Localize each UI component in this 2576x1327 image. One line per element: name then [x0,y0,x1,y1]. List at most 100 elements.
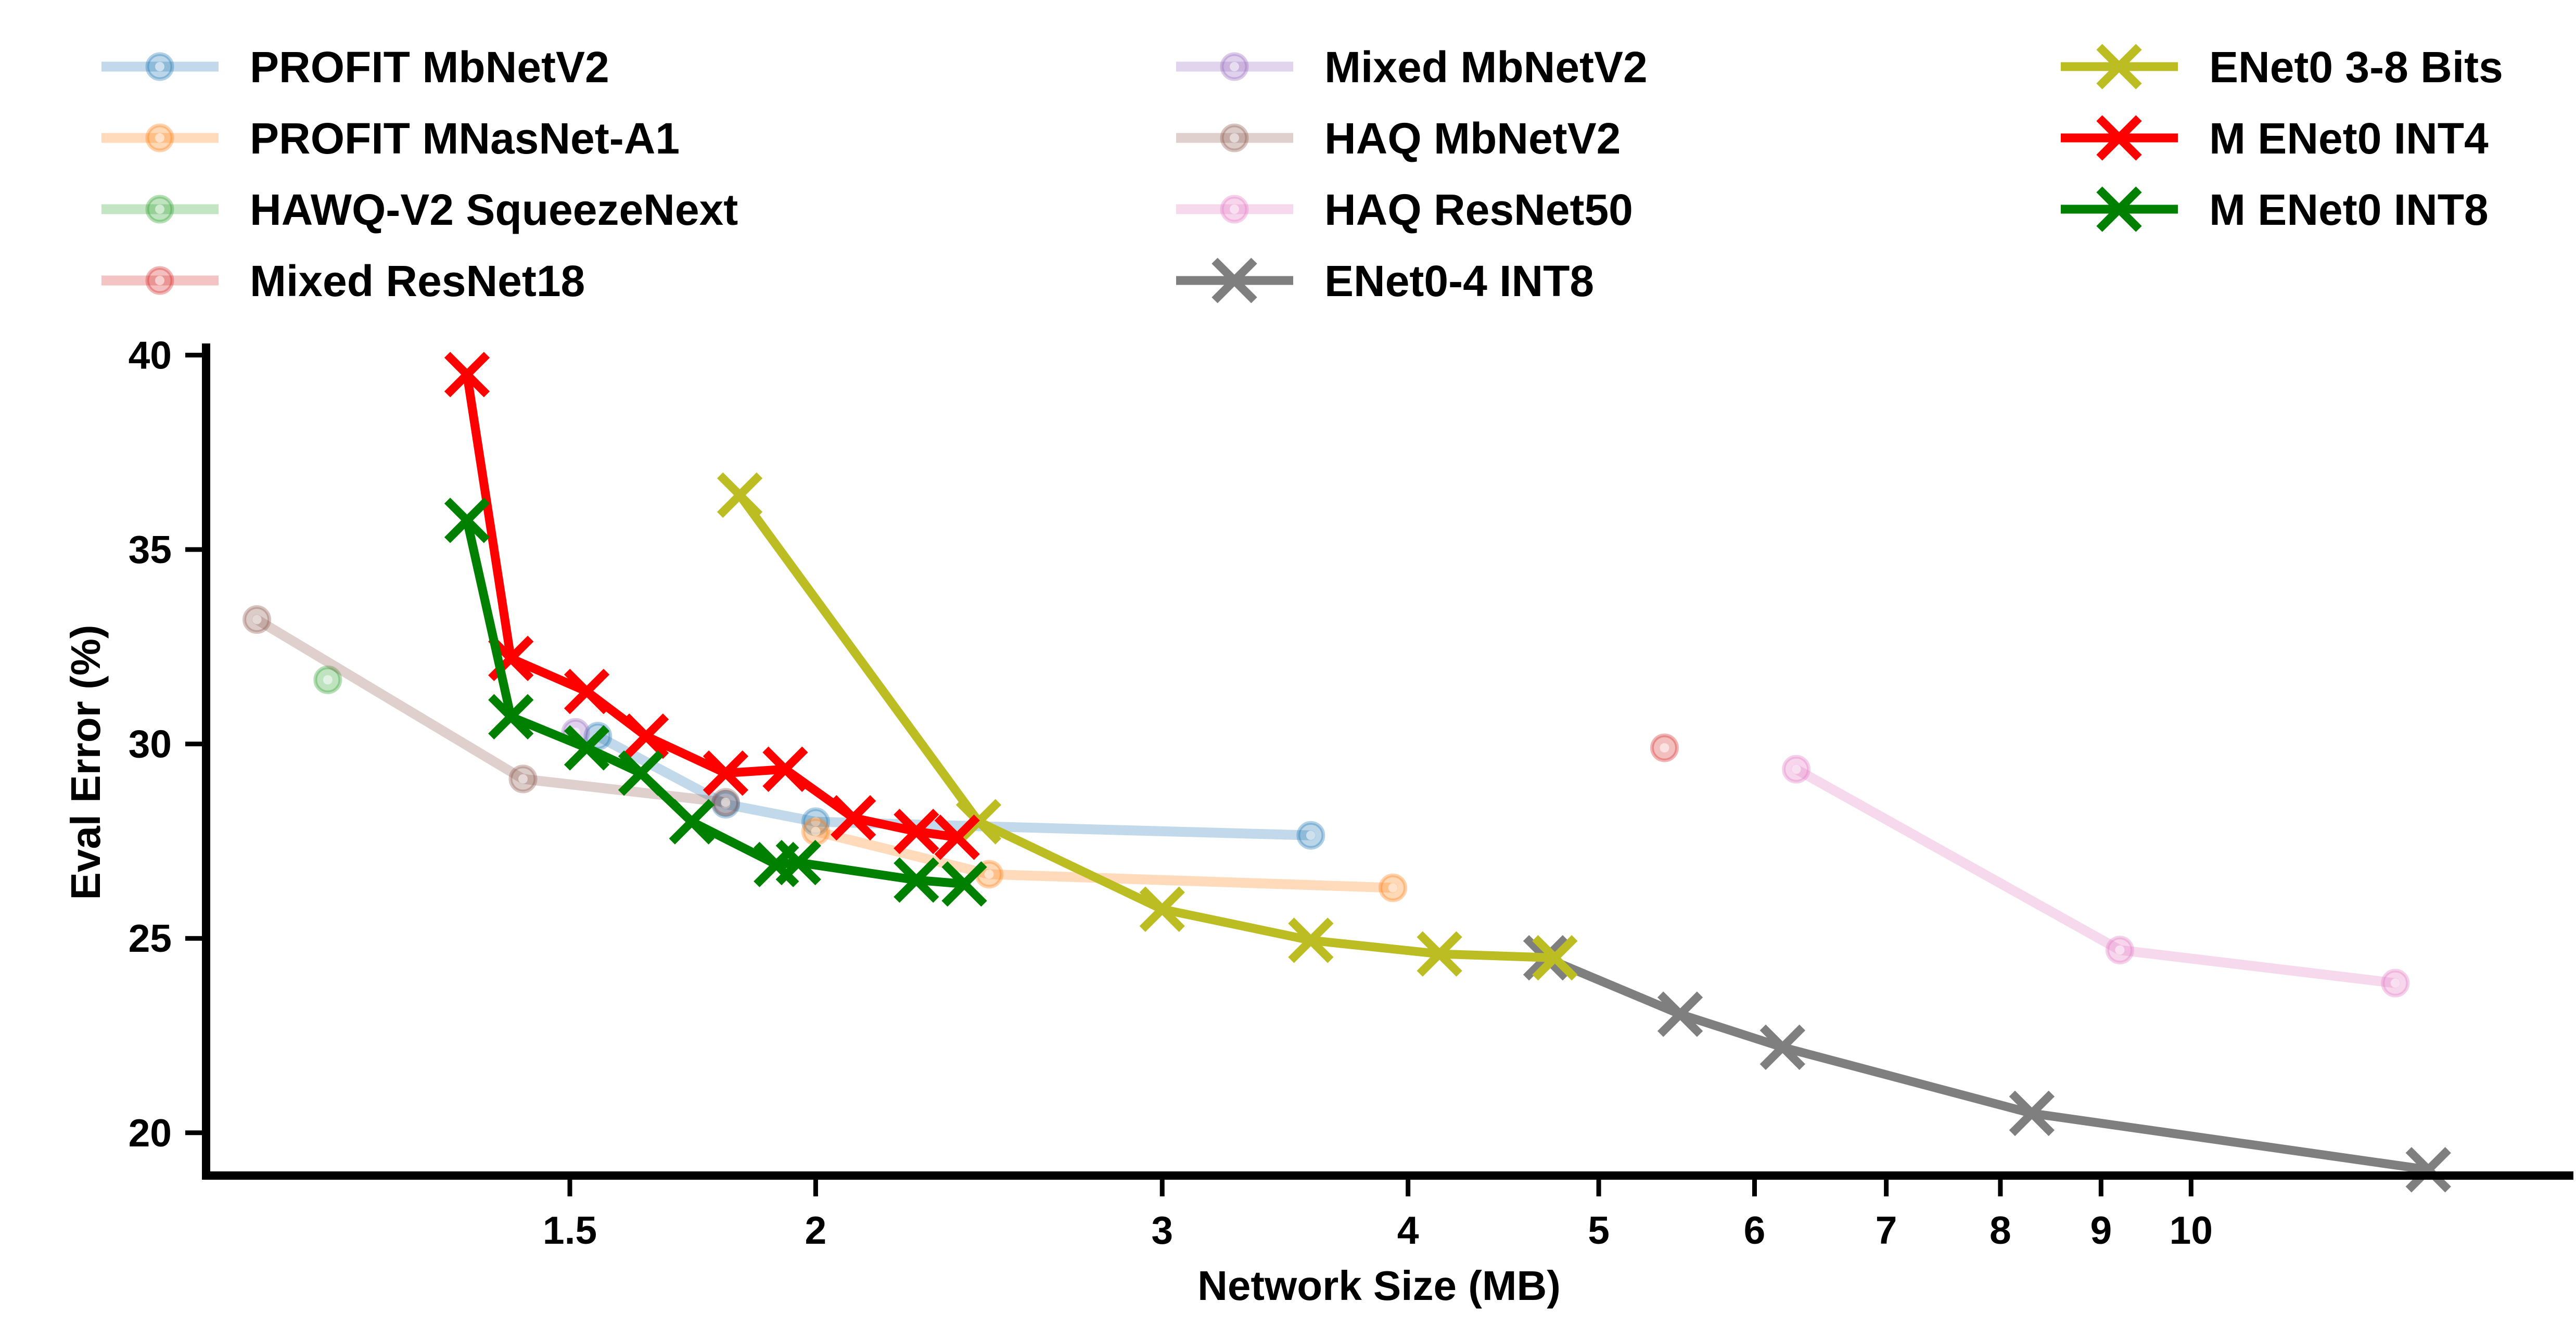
data-point [1417,931,1462,977]
x-tick-label: 3 [1151,1208,1173,1252]
data-point [1288,917,1334,963]
x-tick-label: 9 [2090,1208,2112,1252]
data-point [2405,1147,2451,1193]
legend-item-haq-resnet50: HAQ ResNet50 [1176,185,1633,234]
x-tick-label: 4 [1397,1208,1419,1252]
data-point [1650,733,1679,762]
plot-area [243,352,2451,1193]
series-m-enet0-int8 [444,497,987,907]
data-point [508,764,538,794]
data-point [1379,873,1408,902]
legend-item-m-enet0-int8: M ENet0 INT8 [2061,185,2489,234]
y-tick-label: 20 [129,1111,172,1155]
legend-marker [1220,123,1249,152]
data-point [1296,821,1325,850]
data-point [762,746,808,792]
legend-item-enet0-4-int8: ENet0-4 INT8 [1176,257,1594,305]
legend-label: ENet0-4 INT8 [1324,257,1594,305]
legend-item-mixed-mbnetv2: Mixed MbNetV2 [1176,43,1648,92]
data-point [488,694,534,739]
legend-label: M ENet0 INT4 [2209,114,2489,163]
legend-label: M ENet0 INT8 [2209,185,2489,234]
series-profit-mnasnet-a1 [801,817,1408,902]
x-tick-label: 2 [805,1208,827,1252]
data-point [313,665,342,694]
legend-label: HAQ ResNet50 [1324,185,1633,234]
data-point [894,809,939,854]
data-point [444,352,490,398]
legend-marker [145,123,174,152]
legend: PROFIT MbNetV2 PROFIT MNasNet-A1 HAWQ-V2 S… [101,43,2503,305]
x-tick-label: 8 [1990,1208,2011,1252]
series-haq-resnet50 [1782,755,2410,998]
data-point [1139,886,1185,932]
data-point [623,713,669,759]
legend-item-enet0-3-8-bits: ENet0 3-8 Bits [2061,43,2503,92]
legend-label: Mixed ResNet18 [250,257,585,305]
data-point [1782,755,1811,784]
legend-marker [1212,258,1257,303]
data-point [564,725,610,771]
legend-marker [1220,52,1249,81]
data-point [1657,991,1703,1037]
data-point [2009,1090,2055,1137]
data-point [444,497,490,543]
series-line [462,370,962,842]
series-line [1541,953,2433,1175]
legend-marker [145,266,174,295]
legend-label: PROFIT MNasNet-A1 [250,114,680,163]
y-axis-label: Eval Error (%) [62,624,109,900]
series-line [735,490,1560,963]
x-tick-label: 6 [1744,1208,1766,1252]
data-point [801,807,830,836]
series-line [593,731,1316,840]
legend-item-profit-mbnetv2: PROFIT MbNetV2 [101,43,609,92]
series-hawq-v2-squeezenext [313,665,342,694]
data-point [955,799,1002,845]
x-tick-label: 10 [2170,1208,2213,1252]
data-point [717,472,763,518]
y-tick-label: 35 [129,528,172,571]
data-point [703,750,749,796]
series-line [1791,764,2401,988]
series-enet0-3-8-bits [717,472,1578,981]
legend-marker [2096,115,2142,161]
data-point [1532,935,1578,981]
x-tick-label: 7 [1876,1208,1897,1252]
data-point [941,861,987,907]
data-point [894,857,939,903]
x-tick-label: 5 [1588,1208,1610,1252]
axes: Network Size (MB) Eval Error (%) 1.5 2 3 4 5… [62,333,2573,1309]
legend-marker [2096,44,2142,90]
legend-item-mixed-resnet18: Mixed ResNet18 [101,257,585,305]
data-point [934,814,980,860]
legend-label: Mixed MbNetV2 [1324,43,1648,92]
data-point [1759,1024,1805,1070]
x-axis-label: Network Size (MB) [1197,1262,1561,1309]
data-point [564,669,610,714]
legend-label: HAWQ-V2 SqueezeNext [250,185,738,234]
y-tick-label: 25 [129,916,172,960]
legend-item-profit-mnasnet-a1: PROFIT MNasNet-A1 [101,114,680,163]
x-tick-label: 1.5 [543,1208,597,1252]
legend-label: HAQ MbNetV2 [1324,114,1621,163]
data-point [618,750,664,796]
data-point [2381,968,2410,998]
legend-item-haq-mbnetv2: HAQ MbNetV2 [1176,114,1621,163]
legend-item-m-enet0-int4: M ENet0 INT4 [2061,114,2489,163]
data-point [801,817,830,846]
y-tick-label: 40 [129,333,172,377]
data-point [243,605,272,634]
legend-label: ENet0 3-8 Bits [2209,43,2503,92]
legend-label: PROFIT MbNetV2 [250,43,609,92]
series-m-enet0-int4 [444,352,980,860]
legend-marker [1220,195,1249,224]
data-point [2105,936,2134,965]
data-point [669,799,715,845]
data-point [711,788,740,817]
legend-marker [2096,186,2142,232]
legend-marker [145,195,174,224]
legend-item-hawq-v2-squeezenext: HAWQ-V2 SqueezeNext [101,185,738,234]
data-point [775,839,821,886]
y-tick-label: 30 [129,722,172,766]
